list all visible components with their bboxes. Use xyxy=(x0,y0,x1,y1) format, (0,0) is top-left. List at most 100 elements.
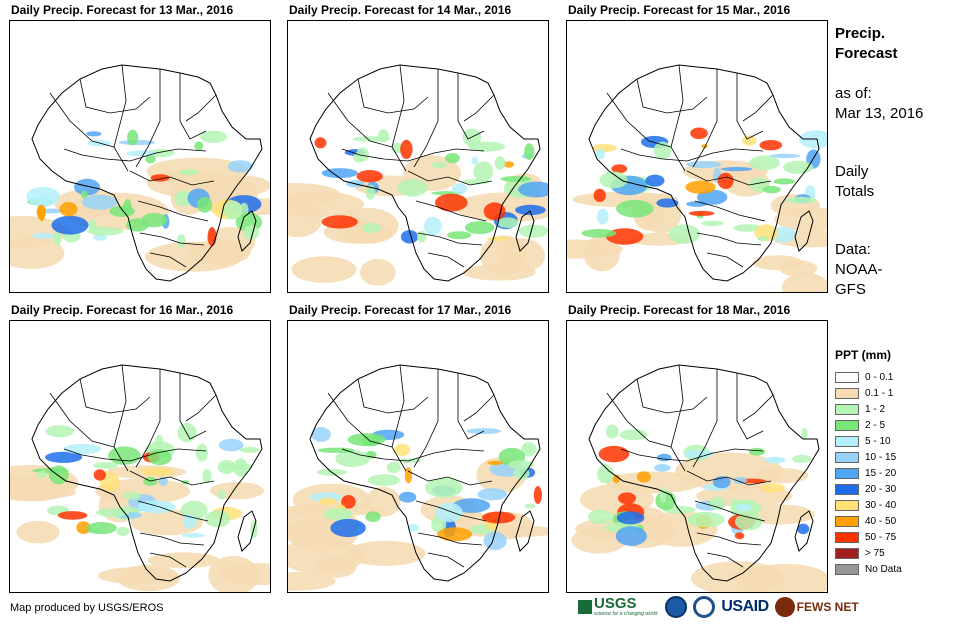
legend-item: > 75 xyxy=(835,545,902,561)
precip-area xyxy=(735,503,753,511)
country-border xyxy=(694,200,766,222)
country-border xyxy=(149,252,187,268)
precip-area xyxy=(207,227,217,247)
precip-area xyxy=(656,453,672,462)
precip-area xyxy=(353,152,365,163)
precip-area xyxy=(686,160,722,169)
precip-area xyxy=(611,164,628,174)
precip-area xyxy=(318,497,337,505)
precip-area xyxy=(377,129,389,143)
precip-area xyxy=(365,511,381,522)
data-source-block: Data: NOAA- GFS xyxy=(835,240,960,300)
ppt-legend: PPT (mm) 0 - 0.1 0.1 - 1 1 - 2 2 - 5 5 - 10 1… xyxy=(835,348,902,577)
country-border xyxy=(79,378,151,414)
precip-area xyxy=(619,429,648,441)
precip-area xyxy=(87,227,124,236)
precip-area xyxy=(45,425,74,438)
precip-area xyxy=(239,447,260,453)
country-border xyxy=(742,394,774,422)
country-border xyxy=(185,94,217,122)
legend-swatch xyxy=(835,435,859,447)
precip-area xyxy=(386,461,401,474)
country-border xyxy=(79,78,151,114)
precip-area xyxy=(701,220,724,227)
coastline xyxy=(794,210,814,252)
precip-area xyxy=(195,443,208,462)
precip-area xyxy=(57,511,88,520)
precip-area xyxy=(762,185,781,194)
country-border xyxy=(137,500,209,522)
precip-area xyxy=(792,454,812,464)
precip-area xyxy=(451,183,468,194)
precip-area xyxy=(733,224,762,232)
precip-area xyxy=(742,135,757,146)
precip-area xyxy=(147,449,172,466)
seal-logo-icon xyxy=(693,596,716,618)
sidebar-title-line2: Forecast xyxy=(835,45,898,62)
precip-area xyxy=(93,462,119,469)
precip-area xyxy=(63,443,102,455)
country-border xyxy=(706,552,744,568)
precip-area xyxy=(521,442,537,457)
precip-area xyxy=(123,199,132,215)
precip-area xyxy=(513,467,530,480)
legend-item: 0 - 0.1 xyxy=(835,369,902,385)
precip-area xyxy=(720,167,753,172)
legend-swatch xyxy=(835,483,859,495)
country-border xyxy=(415,500,487,522)
country-border xyxy=(636,378,708,414)
precip-area xyxy=(330,518,366,538)
panel-title: Daily Precip. Forecast for 13 Mar., 2016 xyxy=(11,3,234,17)
precip-area xyxy=(288,572,336,591)
coastline xyxy=(588,364,820,582)
legend-label: 50 - 75 xyxy=(865,531,897,543)
precip-area xyxy=(321,168,358,179)
precip-area xyxy=(197,196,213,213)
precip-area xyxy=(123,491,142,500)
precip-area xyxy=(533,486,542,504)
africa-map-graphic xyxy=(10,64,270,282)
precip-area xyxy=(154,434,164,448)
precip-area xyxy=(656,198,679,208)
precip-area xyxy=(291,256,357,283)
precip-area xyxy=(581,229,617,238)
precip-area xyxy=(218,438,244,452)
legend-rows: 0 - 0.1 0.1 - 1 1 - 2 2 - 5 5 - 10 10 - 15 15 … xyxy=(835,369,902,577)
precip-area xyxy=(599,171,628,189)
legend-label: 20 - 30 xyxy=(865,483,897,495)
legend-label: 0 - 0.1 xyxy=(865,371,894,383)
precip-area xyxy=(760,483,786,493)
precip-area xyxy=(394,443,411,457)
usgs-label: USGS xyxy=(594,595,637,612)
country-border xyxy=(606,392,672,448)
precip-area xyxy=(688,210,715,216)
forecast-map xyxy=(9,320,271,593)
precip-area xyxy=(596,208,609,225)
country-border xyxy=(463,394,495,422)
precip-area xyxy=(685,180,716,194)
legend-label: > 75 xyxy=(865,547,885,559)
precip-area xyxy=(51,215,89,235)
legend-swatch xyxy=(835,499,859,511)
precip-area xyxy=(709,496,726,510)
country-border xyxy=(179,373,207,440)
precip-area xyxy=(317,447,355,453)
data-source-line2: NOAA- xyxy=(835,261,883,278)
precip-area xyxy=(452,498,491,513)
country-border xyxy=(706,252,744,268)
precip-area xyxy=(217,563,270,586)
legend-label: No Data xyxy=(865,563,902,575)
precip-area xyxy=(423,216,442,236)
precip-area xyxy=(473,161,494,182)
precip-area xyxy=(81,190,88,199)
precip-area xyxy=(127,129,139,146)
precip-area xyxy=(86,522,117,535)
precip-area xyxy=(518,181,548,198)
country-border xyxy=(185,394,217,422)
precip-area xyxy=(335,450,370,467)
precip-area xyxy=(616,511,645,525)
precip-area xyxy=(524,503,536,509)
precip-area xyxy=(367,474,400,486)
precip-area xyxy=(179,169,199,176)
legend-label: 30 - 40 xyxy=(865,499,897,511)
